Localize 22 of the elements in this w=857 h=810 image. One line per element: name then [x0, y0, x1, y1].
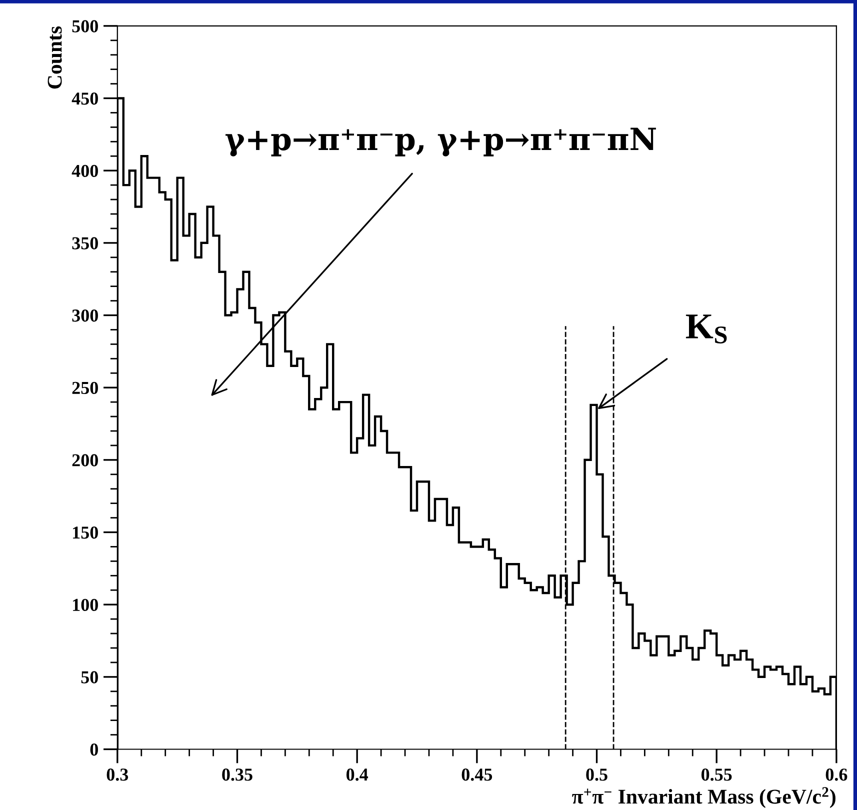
y-tick-label: 350	[72, 237, 98, 250]
y-tick-label: 0	[90, 744, 98, 756]
x-tick-label: 0.45	[462, 768, 492, 781]
annotation: K$_{S}$	[686, 314, 727, 344]
y-tick-label: 150	[73, 526, 98, 539]
x-axis-title: π$^{+}$π$^{−}$ Invariant Mass (GeV/c$^{2}$)	[572, 787, 836, 808]
y-tick-label: 100	[73, 598, 98, 612]
x-tick-label: 0.4	[346, 768, 368, 781]
x-tick-label: 0.3	[106, 768, 128, 781]
x-tick-label: 0.5	[586, 768, 608, 781]
y-tick-label: 450	[72, 92, 98, 105]
y-axis-title: Counts	[48, 26, 62, 89]
x-tick-label: 0.55	[701, 768, 732, 781]
y-tick-label: 50	[81, 671, 98, 684]
y-tick-label: 250	[72, 382, 98, 394]
annotation: γ+p→π⁺π⁻p, γ+p→π⁺π⁻πN	[226, 128, 656, 156]
y-tick-label: 200	[72, 454, 98, 466]
x-tick-label: 0.35	[222, 768, 252, 781]
y-tick-label: 500	[72, 20, 98, 32]
y-tick-label: 400	[72, 164, 98, 178]
y-tick-label: 300	[72, 310, 98, 322]
x-tick-label: 0.6	[826, 768, 848, 781]
